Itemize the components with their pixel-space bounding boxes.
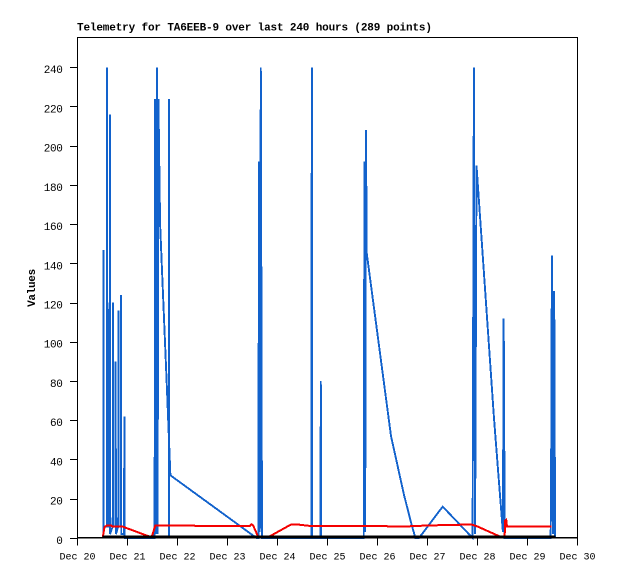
svg-text:Dec 29: Dec 29 bbox=[509, 553, 545, 564]
svg-text:Dec 23: Dec 23 bbox=[209, 553, 245, 564]
svg-text:200: 200 bbox=[44, 144, 63, 156]
svg-text:140: 140 bbox=[44, 261, 63, 273]
svg-text:Dec 27: Dec 27 bbox=[409, 553, 445, 564]
svg-text:Dec 30: Dec 30 bbox=[559, 553, 595, 564]
svg-text:Dec 25: Dec 25 bbox=[309, 553, 345, 564]
svg-text:240: 240 bbox=[44, 65, 63, 77]
svg-text:Telemetry for TA6EEB-9 over la: Telemetry for TA6EEB-9 over last 240 hou… bbox=[77, 23, 432, 35]
svg-text:20: 20 bbox=[50, 497, 63, 509]
svg-text:160: 160 bbox=[44, 222, 63, 234]
svg-text:100: 100 bbox=[44, 340, 63, 352]
svg-text:0: 0 bbox=[56, 536, 62, 548]
svg-text:60: 60 bbox=[50, 418, 63, 430]
svg-text:180: 180 bbox=[44, 183, 63, 195]
svg-text:Dec 24: Dec 24 bbox=[259, 553, 295, 564]
svg-text:120: 120 bbox=[44, 301, 63, 313]
svg-text:40: 40 bbox=[50, 457, 63, 469]
svg-text:Values: Values bbox=[27, 269, 39, 307]
svg-text:Dec 26: Dec 26 bbox=[359, 553, 395, 564]
svg-text:Dec 22: Dec 22 bbox=[159, 553, 195, 564]
svg-text:220: 220 bbox=[44, 104, 63, 116]
svg-text:Dec 21: Dec 21 bbox=[109, 553, 145, 564]
svg-text:80: 80 bbox=[50, 379, 63, 391]
svg-text:Dec 28: Dec 28 bbox=[459, 553, 495, 564]
svg-text:Dec 20: Dec 20 bbox=[59, 553, 95, 564]
